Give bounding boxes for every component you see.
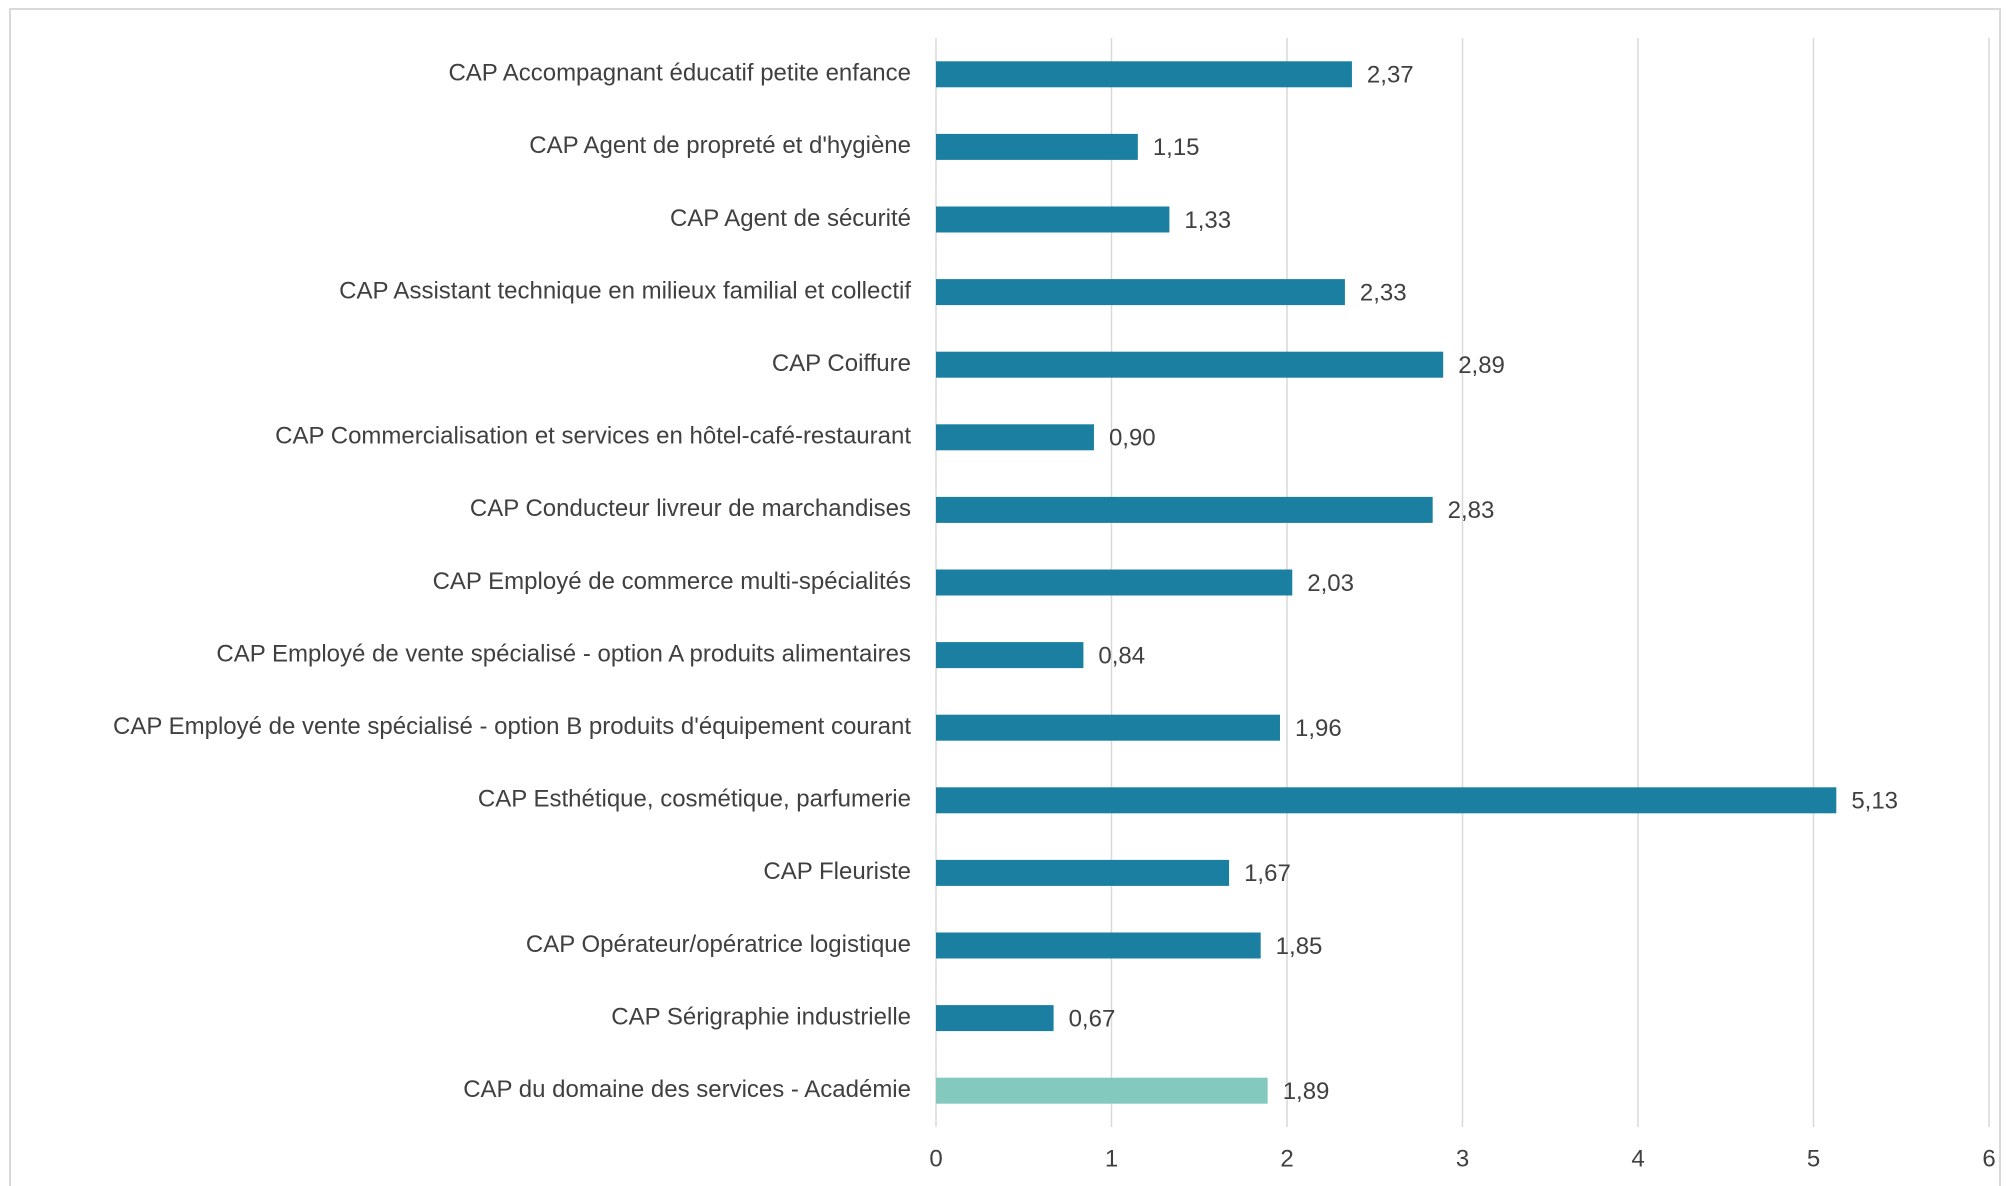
bar xyxy=(936,206,1170,233)
y-tick-label: CAP du domaine des services - Académie xyxy=(463,1076,911,1103)
value-label: 1,89 xyxy=(1283,1078,1330,1105)
value-label: 2,33 xyxy=(1360,279,1407,306)
value-label: 0,84 xyxy=(1098,642,1145,669)
value-label: 2,83 xyxy=(1448,497,1495,524)
value-label: 1,15 xyxy=(1153,134,1200,161)
value-label: 1,96 xyxy=(1295,715,1342,742)
y-tick-label: CAP Conducteur livreur de marchandises xyxy=(470,495,911,522)
y-tick-label: CAP Opérateur/opératrice logistique xyxy=(526,931,911,958)
value-label: 1,33 xyxy=(1184,207,1231,234)
bar xyxy=(936,569,1293,596)
value-label: 0,67 xyxy=(1069,1005,1116,1032)
bar xyxy=(936,279,1345,306)
value-label: 1,67 xyxy=(1244,860,1291,887)
bar xyxy=(936,714,1280,741)
y-tick-label: CAP Accompagnant éducatif petite enfance xyxy=(448,60,911,87)
value-label: 5,13 xyxy=(1851,788,1898,815)
bar xyxy=(936,1077,1268,1104)
chart-border xyxy=(9,8,2001,1186)
value-label: 1,85 xyxy=(1276,933,1323,960)
y-tick-label: CAP Esthétique, cosmétique, parfumerie xyxy=(478,786,911,813)
bar xyxy=(936,787,1837,814)
value-label: 2,37 xyxy=(1367,62,1414,89)
x-tick-label: 3 xyxy=(1456,1145,1469,1172)
y-tick-label: CAP Employé de vente spécialisé - option… xyxy=(113,713,911,740)
bar xyxy=(936,61,1352,88)
bar xyxy=(936,642,1084,669)
y-tick-label: CAP Employé de commerce multi-spécialité… xyxy=(433,568,911,595)
y-tick-label: CAP Assistant technique en milieux famil… xyxy=(339,277,911,304)
bar xyxy=(936,859,1230,886)
y-tick-label: CAP Employé de vente spécialisé - option… xyxy=(216,640,911,667)
y-tick-label: CAP Coiffure xyxy=(772,350,911,377)
bar xyxy=(936,133,1138,160)
y-tick-label: CAP Commercialisation et services en hôt… xyxy=(275,423,911,450)
value-label: 2,89 xyxy=(1458,352,1505,379)
bar xyxy=(936,932,1261,959)
y-tick-label: CAP Fleuriste xyxy=(763,858,911,885)
x-tick-label: 4 xyxy=(1631,1145,1644,1172)
y-tick-label: CAP Agent de sécurité xyxy=(670,205,911,232)
bar xyxy=(936,424,1094,451)
x-tick-label: 2 xyxy=(1280,1145,1293,1172)
x-tick-label: 1 xyxy=(1105,1145,1118,1172)
y-tick-label: CAP Agent de propreté et d'hygiène xyxy=(529,132,911,159)
bar xyxy=(936,351,1444,378)
value-label: 0,90 xyxy=(1109,425,1156,452)
x-tick-label: 5 xyxy=(1807,1145,1820,1172)
bar xyxy=(936,1005,1054,1032)
y-tick-label: CAP Sérigraphie industrielle xyxy=(611,1003,911,1030)
value-label: 2,03 xyxy=(1307,570,1354,597)
x-tick-label: 6 xyxy=(1982,1145,1995,1172)
x-tick-label: 0 xyxy=(929,1145,942,1172)
bar xyxy=(936,496,1433,523)
